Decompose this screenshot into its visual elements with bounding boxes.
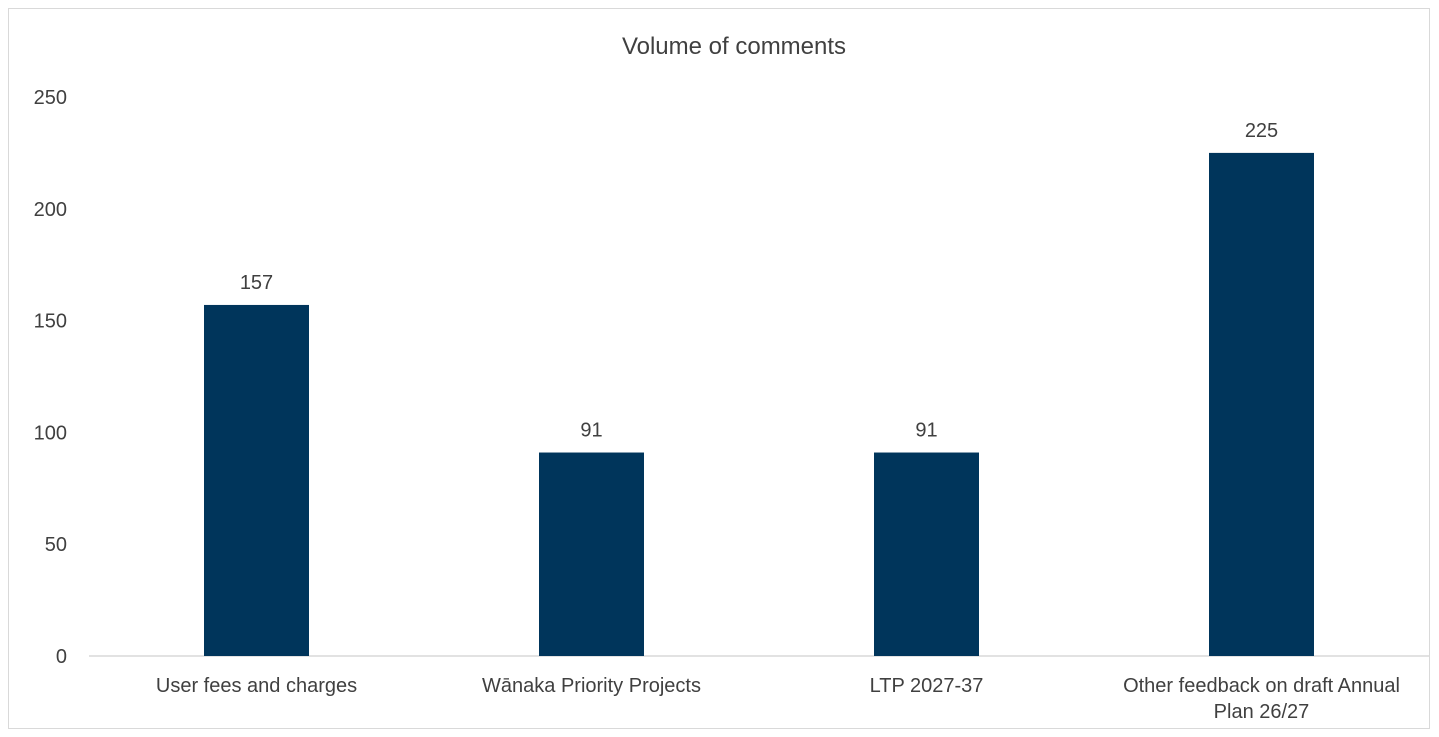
x-category-label: User fees and charges bbox=[156, 675, 357, 697]
y-axis-ticks: 0 50 100 150 200 250 bbox=[34, 87, 67, 668]
x-category-label: Other feedback on draft Annual bbox=[1123, 675, 1400, 697]
data-label: 225 bbox=[1245, 120, 1278, 142]
y-tick-label: 150 bbox=[34, 311, 67, 333]
bar bbox=[1209, 152, 1314, 656]
y-tick-label: 200 bbox=[34, 199, 67, 221]
bar-series bbox=[204, 152, 1314, 656]
data-label: 91 bbox=[580, 420, 602, 442]
y-tick-label: 50 bbox=[45, 534, 67, 556]
bar bbox=[204, 304, 309, 656]
chart-title: Volume of comments bbox=[622, 33, 846, 60]
y-tick-label: 250 bbox=[34, 87, 67, 109]
data-labels: 157 91 91 225 bbox=[240, 120, 1278, 442]
bar bbox=[874, 452, 979, 656]
data-label: 91 bbox=[915, 420, 937, 442]
bar bbox=[539, 452, 644, 656]
y-tick-label: 100 bbox=[34, 422, 67, 444]
y-tick-label: 0 bbox=[56, 646, 67, 668]
chart-frame: Volume of comments 0 50 100 150 200 250 157 91… bbox=[8, 8, 1430, 729]
x-category-label: Plan 26/27 bbox=[1214, 701, 1310, 723]
x-category-label: Wānaka Priority Projects bbox=[482, 675, 701, 697]
x-category-label: LTP 2027-37 bbox=[870, 675, 984, 697]
x-axis-category-labels: User fees and charges Wānaka Priority Pro… bbox=[156, 675, 1400, 723]
data-label: 157 bbox=[240, 272, 273, 294]
bar-chart: Volume of comments 0 50 100 150 200 250 157 91… bbox=[34, 33, 1429, 723]
